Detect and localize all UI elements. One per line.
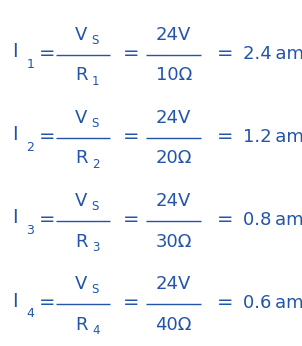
Text: 3: 3 <box>27 224 34 237</box>
Text: 2: 2 <box>92 158 99 171</box>
Text: R: R <box>75 233 88 251</box>
Text: 40Ω: 40Ω <box>156 316 192 334</box>
Text: 24V: 24V <box>156 109 191 127</box>
Text: =: = <box>217 44 233 63</box>
Text: =: = <box>217 293 233 312</box>
Text: 24V: 24V <box>156 275 191 293</box>
Text: =: = <box>39 293 55 312</box>
Text: V: V <box>76 26 88 44</box>
Text: =: = <box>39 44 55 63</box>
Text: R: R <box>75 149 88 167</box>
Text: I: I <box>12 209 18 227</box>
Text: V: V <box>76 192 88 210</box>
Text: 1: 1 <box>27 57 34 71</box>
Text: I: I <box>12 126 18 144</box>
Text: =: = <box>217 210 233 229</box>
Text: 30Ω: 30Ω <box>156 233 192 251</box>
Text: V: V <box>76 109 88 127</box>
Text: =: = <box>39 127 55 146</box>
Text: 20Ω: 20Ω <box>156 149 192 167</box>
Text: =: = <box>123 293 140 312</box>
Text: I: I <box>12 292 18 310</box>
Text: 1.2 amps: 1.2 amps <box>243 128 302 146</box>
Text: 24V: 24V <box>156 192 191 210</box>
Text: I: I <box>12 43 18 61</box>
Text: 3: 3 <box>92 241 99 254</box>
Text: =: = <box>217 127 233 146</box>
Text: =: = <box>123 44 140 63</box>
Text: 1: 1 <box>92 75 99 88</box>
Text: 0.8 amps: 0.8 amps <box>243 211 302 229</box>
Text: S: S <box>92 34 99 47</box>
Text: 4: 4 <box>27 307 34 320</box>
Text: 2: 2 <box>27 140 34 154</box>
Text: 2.4 amps: 2.4 amps <box>243 45 302 63</box>
Text: R: R <box>75 66 88 84</box>
Text: R: R <box>75 316 88 334</box>
Text: 4: 4 <box>92 324 99 337</box>
Text: 0.6 amps: 0.6 amps <box>243 294 302 312</box>
Text: =: = <box>123 210 140 229</box>
Text: S: S <box>92 117 99 130</box>
Text: S: S <box>92 200 99 213</box>
Text: 10Ω: 10Ω <box>156 66 192 84</box>
Text: S: S <box>92 283 99 296</box>
Text: =: = <box>39 210 55 229</box>
Text: 24V: 24V <box>156 26 191 44</box>
Text: V: V <box>76 275 88 293</box>
Text: =: = <box>123 127 140 146</box>
